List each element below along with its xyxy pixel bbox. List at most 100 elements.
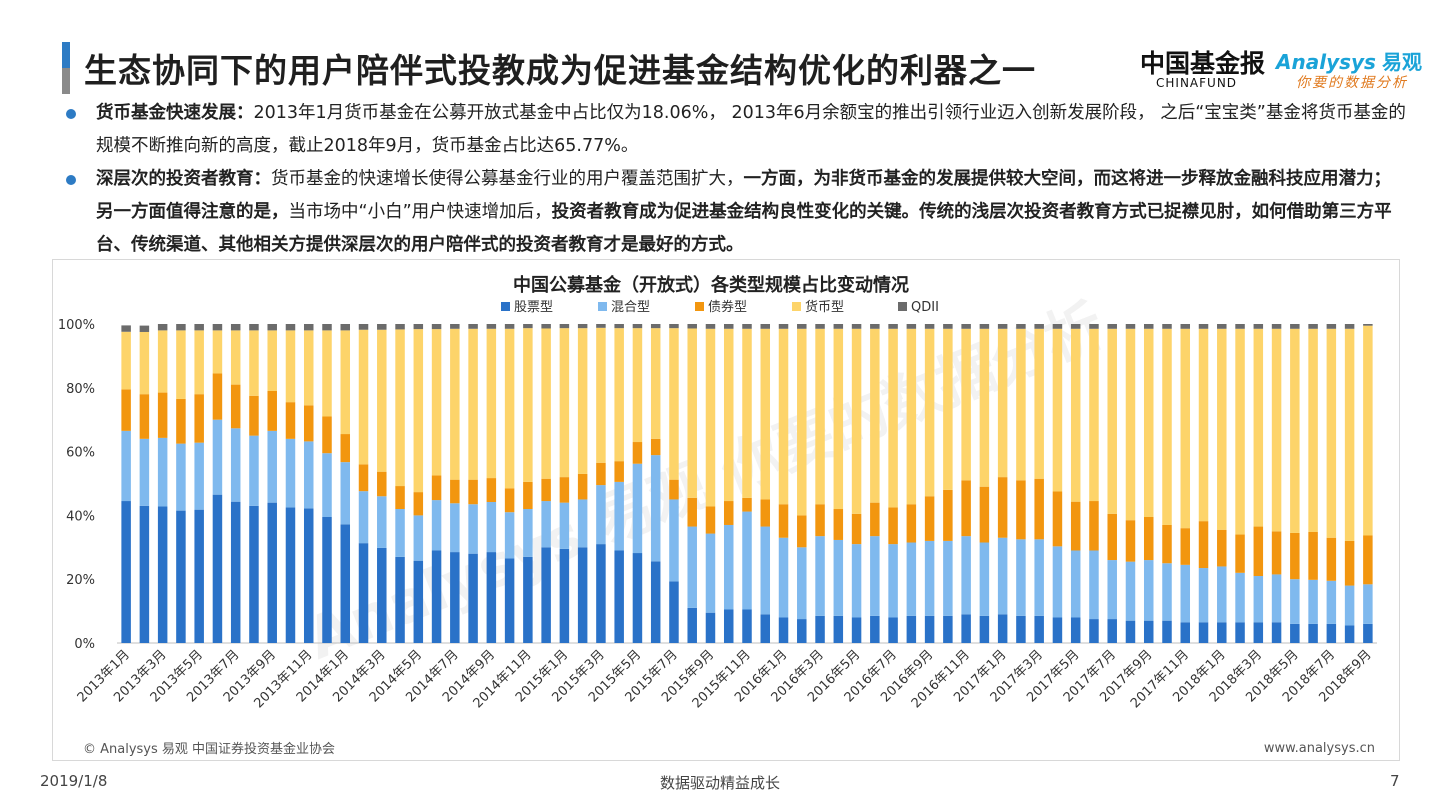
bar-segment bbox=[760, 614, 771, 643]
bar-segment bbox=[1016, 539, 1026, 616]
bar-segment bbox=[1125, 520, 1136, 562]
bar-segment bbox=[230, 324, 241, 331]
bullet-item: 货币基金快速发展：2013年1月货币基金在公募开放式基金中占比仅为18.06%，… bbox=[66, 97, 1406, 163]
bar-segment bbox=[979, 542, 990, 616]
bar-segment bbox=[1034, 328, 1044, 479]
bar-segment bbox=[906, 324, 917, 329]
bar-segment bbox=[797, 328, 807, 516]
bar-segment bbox=[669, 324, 679, 329]
bar-segment bbox=[1034, 539, 1044, 616]
bar-segment bbox=[358, 491, 369, 544]
chinafund-logo: 中国基金报 bbox=[1140, 49, 1266, 78]
bar-segment bbox=[431, 500, 442, 551]
bar-segment bbox=[1344, 625, 1355, 643]
bar-segment bbox=[413, 492, 424, 516]
bar-segment bbox=[504, 512, 515, 559]
bar-segment bbox=[723, 524, 734, 610]
bullet-list: 货币基金快速发展：2013年1月货币基金在公募开放式基金中占比仅为18.06%，… bbox=[66, 97, 1406, 262]
bar-segment bbox=[943, 328, 953, 490]
bar-segment bbox=[431, 550, 442, 643]
bar-segment bbox=[358, 329, 369, 465]
chinafund-logo-sub: CHINAFUND bbox=[1156, 76, 1238, 90]
bar-segment bbox=[1198, 324, 1209, 329]
bar-segment bbox=[723, 324, 734, 329]
bar-segment bbox=[139, 325, 150, 332]
bar-segment bbox=[1271, 531, 1282, 575]
bar-segment bbox=[1016, 615, 1026, 643]
bar-segment bbox=[468, 553, 478, 643]
bar-segment bbox=[924, 324, 935, 329]
footer-date: 2019/1/8 bbox=[40, 772, 108, 790]
bar-segment bbox=[1180, 328, 1191, 529]
bar-segment bbox=[577, 473, 588, 500]
bar-segment bbox=[870, 328, 880, 503]
bar-segment bbox=[1326, 537, 1337, 581]
bar-segment bbox=[997, 477, 1008, 538]
bar-segment bbox=[523, 328, 533, 482]
legend-label: 股票型 bbox=[514, 300, 553, 315]
bar-segment bbox=[523, 481, 533, 510]
bar-segment bbox=[285, 438, 296, 508]
bar-segment bbox=[1326, 580, 1337, 624]
bar-segment bbox=[614, 550, 624, 643]
bar-segment bbox=[924, 540, 935, 616]
bar-segment bbox=[1344, 324, 1355, 329]
bar-segment bbox=[778, 324, 789, 329]
bar-segment bbox=[1308, 623, 1318, 643]
bar-segment bbox=[687, 607, 697, 643]
bar-segment bbox=[450, 324, 460, 329]
bar-segment bbox=[395, 486, 405, 510]
bar-segment bbox=[340, 324, 351, 331]
bar-segment bbox=[1235, 328, 1245, 535]
bar-segment bbox=[486, 328, 497, 479]
bar-segment bbox=[121, 501, 131, 643]
y-tick-label: 80% bbox=[66, 382, 95, 397]
bar-segment bbox=[577, 499, 588, 548]
bar-segment bbox=[541, 324, 551, 329]
bar-segment bbox=[632, 328, 643, 443]
bar-segment bbox=[650, 438, 661, 456]
bar-segment bbox=[322, 453, 332, 517]
bar-segment bbox=[139, 331, 150, 395]
bar-segment bbox=[1162, 324, 1172, 329]
legend-swatch bbox=[898, 302, 907, 311]
bar-segment bbox=[943, 615, 953, 643]
bar-segment bbox=[705, 324, 716, 329]
bar-segment bbox=[468, 504, 478, 554]
bar-segment bbox=[1143, 560, 1154, 621]
bar-segment bbox=[249, 395, 259, 436]
bar-segment bbox=[833, 324, 844, 329]
footer-slogan: 数据驱动精益成长 bbox=[659, 774, 780, 792]
bar-segment bbox=[614, 324, 624, 329]
bar-segment bbox=[1363, 584, 1373, 624]
bar-segment bbox=[1217, 622, 1227, 643]
bar-segment bbox=[760, 328, 771, 500]
bar-segment bbox=[961, 328, 971, 481]
page-title: 生态协同下的用户陪伴式投教成为促进基金结构优化的利器之一 bbox=[84, 51, 1036, 90]
bar-segment bbox=[377, 547, 387, 643]
y-tick-label: 20% bbox=[66, 573, 95, 588]
bar-segment bbox=[851, 544, 862, 618]
bar-segment bbox=[285, 507, 296, 643]
bar-segment bbox=[1180, 528, 1191, 565]
bar-segment bbox=[1125, 620, 1136, 643]
bar-segment bbox=[431, 475, 442, 501]
bar-segment bbox=[395, 324, 405, 330]
bar-segment bbox=[249, 324, 259, 331]
bar-segment bbox=[121, 331, 131, 390]
bar-segment bbox=[541, 478, 551, 502]
bar-segment bbox=[1034, 615, 1044, 643]
bar-segment bbox=[1253, 328, 1264, 527]
bar-segment bbox=[997, 324, 1008, 329]
bar-segment bbox=[1052, 328, 1063, 492]
bar-segment bbox=[176, 443, 186, 511]
bar-segment bbox=[230, 428, 241, 502]
bar-segment bbox=[230, 501, 241, 643]
bar-segment bbox=[650, 455, 661, 562]
bar-segment bbox=[1089, 619, 1099, 643]
chart-title: 中国公募基金（开放式）各类型规模占比变动情况 bbox=[513, 274, 909, 296]
bar-segment bbox=[906, 542, 917, 616]
bar-segment bbox=[340, 330, 351, 435]
bar-segment bbox=[1198, 568, 1209, 623]
bar-segment bbox=[1070, 328, 1081, 502]
